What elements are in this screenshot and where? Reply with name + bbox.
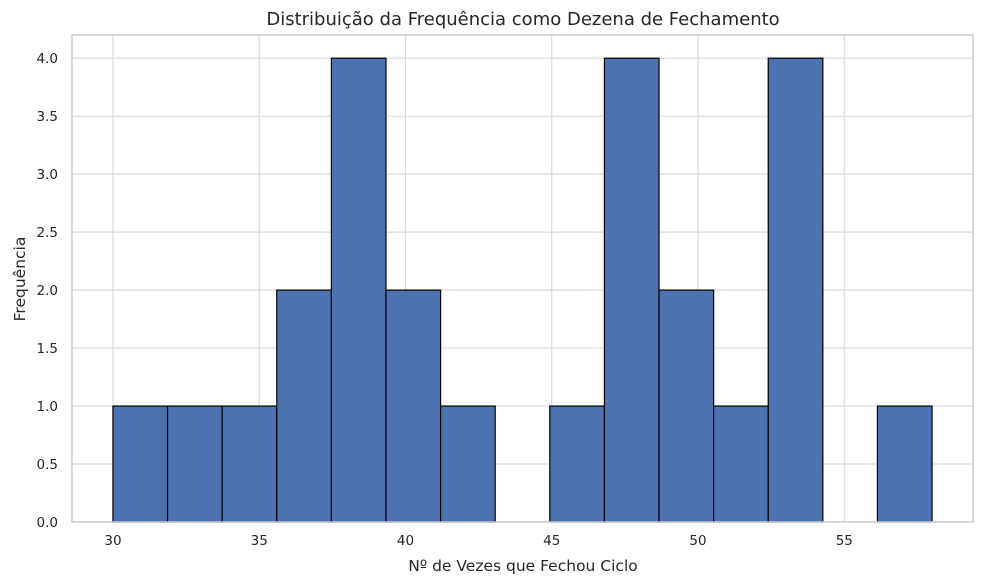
x-tick-labels: 30 35 40 45 50 55 bbox=[104, 533, 853, 549]
y-tick-label: 0.0 bbox=[37, 515, 58, 531]
y-tick-label: 1.0 bbox=[37, 399, 58, 415]
y-axis-label: Frequência bbox=[11, 237, 29, 322]
x-tick-label: 55 bbox=[836, 533, 853, 549]
x-tick-label: 40 bbox=[397, 533, 414, 549]
y-tick-label: 2.5 bbox=[37, 225, 58, 241]
x-tick-label: 45 bbox=[543, 533, 560, 549]
histogram-bar bbox=[713, 405, 769, 523]
histogram-bar bbox=[112, 405, 169, 523]
x-tick-label: 35 bbox=[251, 533, 268, 549]
y-tick-label: 3.0 bbox=[37, 167, 58, 183]
histogram-bar bbox=[385, 289, 442, 523]
histogram-bar bbox=[603, 57, 660, 523]
x-tick-label: 50 bbox=[689, 533, 706, 549]
histogram-bar bbox=[549, 405, 606, 523]
x-axis-label: Nº de Vezes que Fechou Ciclo bbox=[408, 557, 638, 575]
histogram-bar bbox=[330, 57, 387, 523]
histogram-bar bbox=[166, 405, 223, 523]
y-tick-labels: 0.0 0.5 1.0 1.5 2.0 2.5 3.0 3.5 4.0 bbox=[37, 51, 58, 531]
chart-title: Distribuição da Frequência como Dezena d… bbox=[266, 9, 779, 30]
histogram-bar bbox=[221, 405, 278, 523]
bars bbox=[112, 57, 933, 523]
histogram-bar bbox=[767, 57, 824, 523]
y-tick-label: 2.0 bbox=[37, 283, 58, 299]
x-tick-label: 30 bbox=[104, 533, 121, 549]
histogram-bar bbox=[658, 289, 715, 523]
y-tick-label: 4.0 bbox=[37, 51, 58, 67]
y-tick-label: 3.5 bbox=[37, 109, 58, 125]
y-tick-label: 1.5 bbox=[37, 341, 58, 357]
histogram-bar bbox=[439, 405, 496, 523]
plot-frame bbox=[71, 34, 974, 523]
y-tick-label: 0.5 bbox=[37, 457, 58, 473]
histogram-bar bbox=[276, 289, 332, 523]
histogram-bar bbox=[876, 405, 933, 523]
